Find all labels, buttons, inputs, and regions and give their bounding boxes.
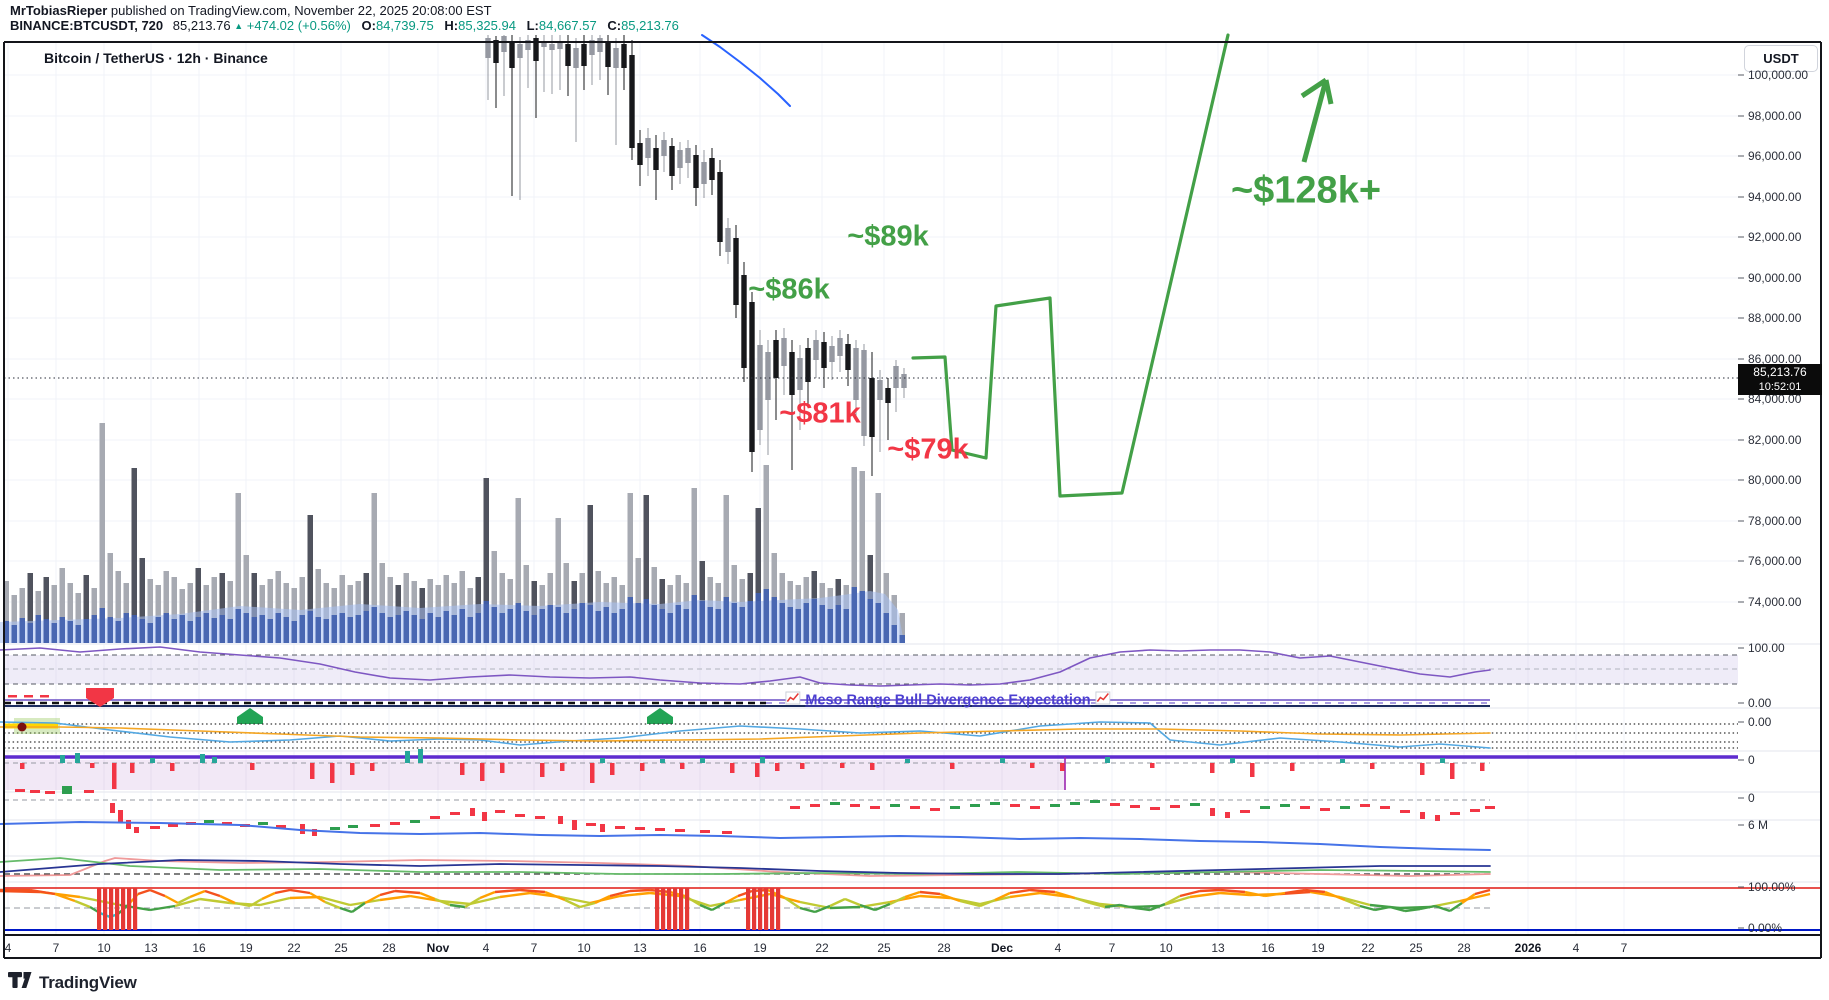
- x-axis-label: 19: [753, 941, 767, 955]
- x-axis-label: 2026: [1514, 941, 1542, 955]
- y-axis-label: 0: [1748, 753, 1755, 767]
- y-axis-label: 82,000.00: [1748, 433, 1802, 447]
- x-axis-label: 4: [1054, 941, 1062, 955]
- x-axis-label: 7: [52, 941, 60, 955]
- x-axis-label: 4: [1572, 941, 1580, 955]
- y-axis-label: 88,000.00: [1748, 311, 1802, 325]
- chart-up-icon: [785, 691, 801, 709]
- x-axis-label: Dec: [990, 941, 1014, 955]
- x-axis-label: 25: [334, 941, 348, 955]
- annotation-89k[interactable]: ~$89k: [847, 220, 929, 253]
- x-axis-label: 22: [287, 941, 301, 955]
- annotation-79k[interactable]: ~$79k: [887, 433, 969, 466]
- high-label: H:: [444, 18, 459, 33]
- x-axis-label: 28: [382, 941, 396, 955]
- annotation-86k[interactable]: ~$86k: [748, 273, 830, 306]
- x-axis-label: 13: [1211, 941, 1225, 955]
- tradingview-wordmark: TradingView: [39, 972, 137, 992]
- x-axis-label: 19: [239, 941, 253, 955]
- badge-price: 85,213.76: [1753, 365, 1807, 379]
- x-axis-label: 10: [577, 941, 591, 955]
- last-price: 85,213.76: [172, 18, 231, 33]
- x-axis-label: Nov: [426, 941, 450, 955]
- meso-label-text: Meso Range Bull Divergence Expectation: [805, 692, 1091, 708]
- x-axis-label: 28: [937, 941, 951, 955]
- y-axis-label: 74,000.00: [1748, 595, 1802, 609]
- badge-countdown: 10:52:01: [1758, 381, 1802, 393]
- x-axis-label: 16: [1261, 941, 1275, 955]
- x-axis-label: 7: [530, 941, 538, 955]
- chart-up-icon: [1095, 691, 1111, 709]
- y-axis-label: 0.00: [1748, 696, 1772, 710]
- open-label: O:: [361, 18, 376, 33]
- x-axis-label: 25: [877, 941, 891, 955]
- x-axis-label: 22: [1361, 941, 1375, 955]
- y-axis-label: 100.00%: [1748, 880, 1796, 894]
- x-axis-label: 28: [1457, 941, 1471, 955]
- x-axis-label: 16: [693, 941, 707, 955]
- currency-toggle-button[interactable]: USDT: [1744, 45, 1818, 72]
- annotation-128k[interactable]: ~$128k+: [1230, 169, 1382, 212]
- x-axis-label: 22: [815, 941, 829, 955]
- open-value: 84,739.75: [375, 18, 434, 33]
- y-axis-label: 0.00%: [1748, 921, 1783, 935]
- x-axis-label: 13: [633, 941, 647, 955]
- x-axis-label: 7: [1108, 941, 1116, 955]
- y-axis-label: 76,000.00: [1748, 554, 1802, 568]
- y-axis-label: 80,000.00: [1748, 473, 1802, 487]
- tradingview-mark-icon: [8, 970, 32, 995]
- y-axis-label: 0.00: [1748, 715, 1772, 729]
- ohlc-row: BINANCE:BTCUSDT, 720 85,213.76 ▲ +474.02…: [10, 18, 679, 33]
- close-label: C:: [607, 18, 622, 33]
- x-axis-label: 25: [1409, 941, 1423, 955]
- low-label: L:: [526, 18, 539, 33]
- meso-divergence-label[interactable]: Meso Range Bull Divergence Expectation: [785, 691, 1111, 709]
- y-axis-label: 100.00: [1748, 641, 1785, 655]
- symbol-label[interactable]: BINANCE:BTCUSDT, 720: [10, 18, 164, 33]
- x-axis-label: 4: [482, 941, 490, 955]
- publish-info: published on TradingView.com, November 2…: [107, 3, 492, 18]
- x-axis-label: 10: [97, 941, 111, 955]
- low-value: 84,667.57: [538, 18, 597, 33]
- y-axis-label: 100,000.00: [1748, 68, 1809, 82]
- x-axis-label: 4: [4, 941, 12, 955]
- y-axis-label: 6 M: [1748, 818, 1769, 832]
- y-axis-label: 78,000.00: [1748, 514, 1802, 528]
- x-axis-label: 16: [192, 941, 206, 955]
- tradingview-logo[interactable]: TradingView: [8, 970, 137, 995]
- y-axis-label: 86,000.00: [1748, 352, 1802, 366]
- y-axis-label: 90,000.00: [1748, 271, 1802, 285]
- price-change: +474.02 (+0.56%): [246, 18, 351, 33]
- y-axis-label: 98,000.00: [1748, 109, 1802, 123]
- high-value: 85,325.94: [458, 18, 516, 33]
- x-axis-label: 19: [1311, 941, 1325, 955]
- publish-line: MrTobiasRieper published on TradingView.…: [10, 3, 492, 18]
- last-price-badge[interactable]: 85,213.76 10:52:01: [1738, 364, 1822, 395]
- x-axis-label: 13: [144, 941, 158, 955]
- up-triangle-icon: ▲: [234, 21, 244, 31]
- author-name: MrTobiasRieper: [10, 3, 108, 18]
- x-axis-label: 10: [1159, 941, 1173, 955]
- y-axis-label: 96,000.00: [1748, 149, 1802, 163]
- y-axis-label: 92,000.00: [1748, 230, 1802, 244]
- x-axis-label: 7: [1620, 941, 1628, 955]
- y-axis-label: 84,000.00: [1748, 392, 1802, 406]
- y-axis-label: 0: [1748, 791, 1755, 805]
- close-value: 85,213.76: [621, 18, 679, 33]
- chart-legend-title[interactable]: Bitcoin / TetherUS · 12h · Binance: [44, 50, 268, 66]
- y-axis-label: 94,000.00: [1748, 190, 1802, 204]
- annotation-81k[interactable]: ~$81k: [779, 397, 861, 430]
